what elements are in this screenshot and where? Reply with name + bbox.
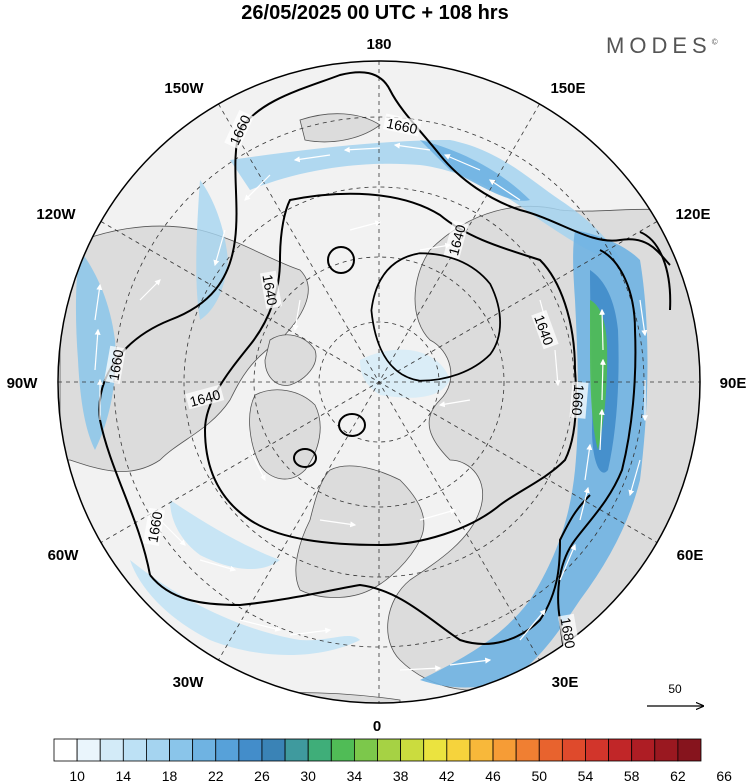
colorbar-cell [353, 738, 378, 762]
land-masses [59, 113, 700, 703]
colorbar-cell [677, 738, 702, 762]
colorbar-cell [99, 738, 124, 762]
colorbar-cell [330, 738, 355, 762]
colorbar-tick-label: 26 [254, 768, 270, 782]
colorbar-cell [446, 738, 471, 762]
colorbar-cell [515, 738, 540, 762]
colorbar-cell [585, 738, 609, 762]
lon-label-120e: 120E [675, 206, 710, 223]
colorbar-cell [608, 738, 633, 762]
colorbar-cell [215, 738, 240, 762]
closed-low-3 [293, 448, 317, 468]
contour-1660-south [149, 494, 591, 645]
colorbar-tick-label: 18 [162, 768, 178, 782]
lon-label-30e: 30E [552, 674, 579, 691]
closed-low-2 [338, 413, 366, 437]
lon-label-60e: 60E [677, 547, 704, 564]
lon-label-0: 0 [373, 718, 381, 735]
colorbar-cell [122, 738, 147, 762]
closed-low-1 [327, 246, 355, 274]
colorbar-cell [561, 738, 586, 762]
colorbar-tick-label: 66 [716, 768, 732, 782]
land-greenland [249, 389, 321, 480]
colorbar-cells [53, 738, 702, 762]
brand-logo: MODES© [606, 33, 718, 59]
colorbar-tick-label: 14 [116, 768, 132, 782]
contour-label: 1660 [569, 384, 588, 417]
contour-1640-east [370, 252, 501, 382]
map-title: 26/05/2025 00 UTC + 108 hrs [241, 2, 509, 24]
colorbar-cell [631, 738, 656, 762]
brand-name: MODES [606, 33, 712, 58]
colorbar-cell [654, 738, 679, 762]
longitude-labels: 180 150W 150E 120W 120E 90W 90E 60W 60E … [7, 36, 747, 735]
contour-label: 1640 [188, 386, 222, 410]
contour-label: 1680 [557, 616, 578, 650]
colorbar-cell [146, 738, 170, 762]
land-arctic-islands [264, 334, 317, 386]
colorbar-cell [538, 738, 563, 762]
colorbar-cell [400, 738, 425, 762]
lon-label-150w: 150W [164, 80, 204, 97]
colorbar-cell [76, 738, 101, 762]
reference-vector: 50 [647, 682, 703, 706]
colorbar-cell [307, 738, 332, 762]
meridians [58, 61, 700, 703]
lon-label-150e: 150E [550, 80, 585, 97]
lon-label-60w: 60W [48, 547, 80, 564]
colorbar-cell [492, 738, 517, 762]
colorbar-tick-label: 22 [208, 768, 224, 782]
contour-label: 1660 [144, 510, 165, 544]
map-border [57, 60, 701, 704]
contour-label: 1640 [259, 273, 280, 307]
contour-label: 1640 [445, 223, 469, 257]
colorbar: 10141822263034384246505458626670 [53, 738, 732, 782]
colorbar-cell [238, 738, 263, 762]
contour-1660-far-east [639, 231, 672, 311]
colorbar-tick-label: 30 [300, 768, 316, 782]
colorbar-tick-label: 10 [69, 768, 85, 782]
lon-label-30w: 30W [173, 674, 205, 691]
wind-vectors [94, 142, 648, 672]
colorbar-cell [284, 738, 309, 762]
colorbar-tick-label: 34 [347, 768, 363, 782]
land-bering [299, 113, 381, 143]
lon-label-120w: 120W [36, 206, 76, 223]
colorbar-cell [377, 738, 402, 762]
land-north-africa [199, 692, 401, 703]
lon-label-90e: 90E [720, 375, 747, 392]
contour-label: 1660 [385, 115, 419, 137]
colorbar-tick-label: 46 [485, 768, 501, 782]
colorbar-tick-label: 62 [670, 768, 686, 782]
colorbar-tick-label: 54 [578, 768, 594, 782]
colorbar-tick-label: 50 [531, 768, 547, 782]
colorbar-cell [53, 738, 78, 762]
colorbar-cell [261, 738, 286, 762]
lon-label-180: 180 [366, 36, 391, 53]
reference-vector-label: 50 [668, 682, 682, 696]
colorbar-tick-label: 58 [624, 768, 640, 782]
contour-label: 1660 [105, 348, 126, 382]
colorbar-labels: 10141822263034384246505458626670 [69, 768, 732, 782]
colorbar-cell [423, 738, 448, 762]
land-europe [295, 465, 425, 598]
colorbar-cell [469, 738, 494, 762]
colorbar-cell [169, 738, 194, 762]
copyright-mark: © [711, 37, 718, 47]
contour-1640-main [203, 192, 578, 547]
colorbar-cell [192, 738, 217, 762]
lon-label-90w: 90W [7, 375, 39, 392]
colorbar-tick-label: 42 [439, 768, 455, 782]
colorbar-tick-label: 38 [393, 768, 409, 782]
